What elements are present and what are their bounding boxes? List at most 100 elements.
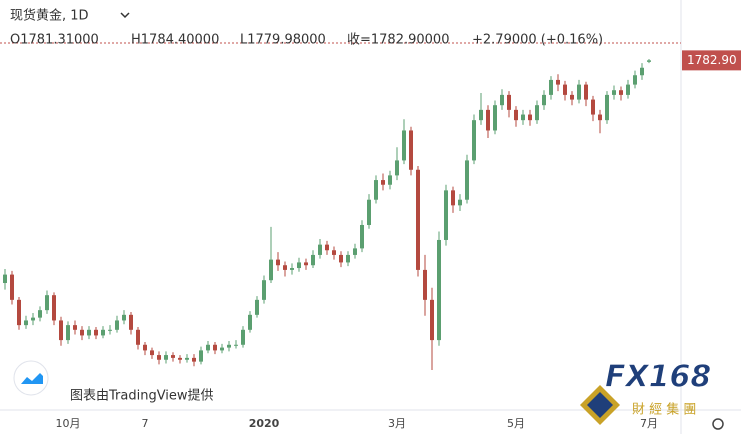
candle-body — [633, 75, 637, 85]
candle-body — [416, 169, 420, 270]
logo-brand: FX168 — [605, 360, 711, 395]
candle-body — [437, 239, 441, 341]
candle-body — [129, 314, 133, 330]
candle-body — [409, 130, 413, 170]
candle-body — [122, 314, 126, 321]
candle-body — [136, 329, 140, 345]
candle-body — [52, 295, 56, 321]
x-tick-label: 7 — [142, 417, 149, 430]
candle-body — [87, 329, 91, 336]
settings-icon[interactable] — [712, 418, 724, 430]
candle-body — [640, 67, 644, 76]
candle-body — [304, 262, 308, 266]
candle-body — [647, 60, 651, 62]
candle-body — [360, 224, 364, 249]
candle-body — [374, 180, 378, 200]
candle-body — [367, 199, 371, 225]
chart-title: 现货黄金, 1D — [10, 8, 89, 24]
header-low: L1779.98000 — [240, 33, 326, 48]
candle-body — [17, 299, 21, 326]
candle-body — [353, 248, 357, 255]
candle-body — [395, 160, 399, 176]
candle-body — [528, 114, 532, 121]
candle-body — [388, 175, 392, 185]
candle-body — [465, 160, 469, 200]
candle-body — [143, 344, 147, 351]
candle-body — [318, 244, 322, 255]
candle-body — [262, 280, 266, 300]
candle-body — [605, 94, 609, 121]
candle-body — [290, 268, 294, 270]
candle-body — [325, 244, 329, 251]
candle-body — [297, 262, 301, 269]
x-tick-label: 5月 — [507, 417, 525, 430]
candle-body — [626, 84, 630, 95]
candle-body — [493, 105, 497, 131]
candle-body — [556, 79, 560, 85]
header-close: 收=1782.90000 — [347, 33, 449, 48]
candle-body — [101, 329, 105, 336]
candle-body — [192, 357, 196, 362]
candle-body — [24, 320, 28, 326]
candle-body — [332, 250, 336, 255]
logo: FX168 財 經 集 團 — [580, 359, 712, 425]
candle-body — [500, 94, 504, 106]
candle-body — [73, 325, 77, 330]
plot — [3, 58, 651, 371]
candle-body — [514, 109, 518, 121]
candle-body — [199, 350, 203, 362]
candle-body — [59, 320, 63, 341]
candle-body — [598, 114, 602, 121]
last-price-label: 1782.90 — [687, 53, 737, 67]
candle-body — [38, 310, 42, 318]
last-price-box — [682, 50, 741, 71]
candle-body — [227, 344, 231, 348]
candle-body — [10, 274, 14, 300]
candle-body — [80, 329, 84, 336]
candle-body — [619, 90, 623, 95]
candle-body — [423, 269, 427, 300]
tradingview-icon[interactable] — [13, 360, 49, 396]
logo-diamond-inner — [587, 392, 613, 418]
x-tick-label: 7月 — [640, 417, 658, 430]
candle-body — [430, 299, 434, 341]
candle-body — [45, 295, 49, 311]
candle-body — [213, 344, 217, 351]
candle-body — [577, 84, 581, 100]
candle-body — [94, 329, 98, 336]
watermark: 图表由TradingView提供 — [70, 388, 214, 404]
candle-body — [171, 355, 175, 358]
header-high: H1784.40000 — [131, 33, 219, 48]
candle-body — [164, 355, 168, 360]
candle-body — [283, 265, 287, 270]
candle-body — [276, 259, 280, 266]
dropdown-chevron[interactable] — [120, 12, 130, 19]
candle-body — [157, 355, 161, 360]
tradingview-icon-glyph — [21, 373, 43, 384]
candle-body — [542, 94, 546, 106]
candle-body — [150, 350, 154, 356]
candle-body — [248, 314, 252, 330]
candle-body — [66, 325, 70, 341]
candle-body — [178, 357, 182, 360]
candle-body — [591, 99, 595, 115]
header-open: O1781.31000 — [10, 33, 99, 48]
candle-body — [185, 357, 189, 360]
candle-body — [220, 347, 224, 351]
candle-body — [535, 105, 539, 121]
candle-body — [549, 79, 553, 95]
candle-body — [311, 254, 315, 266]
logo-subtitle: 財 經 集 團 — [632, 402, 696, 418]
candle-body — [339, 254, 343, 263]
header-change: +2.79000 (+0.16%) — [472, 33, 603, 48]
candle-body — [255, 299, 259, 315]
candle-body — [584, 84, 588, 100]
x-tick-label: 2020 — [249, 417, 280, 430]
candle-body — [486, 109, 490, 131]
candle-body — [234, 344, 238, 346]
candle-body — [402, 130, 406, 161]
x-tick-label: 10月 — [56, 417, 81, 430]
candle-body — [3, 274, 7, 284]
